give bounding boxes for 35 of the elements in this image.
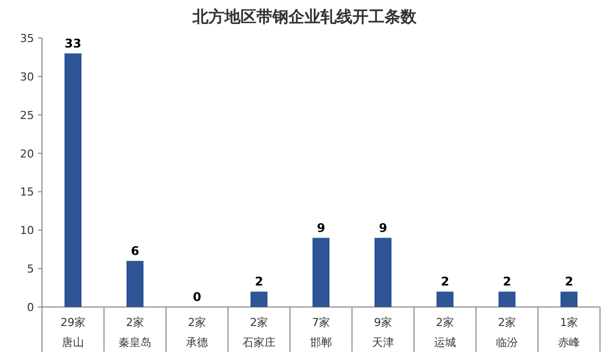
y-tick-label: 35 <box>20 32 34 45</box>
y-tick-label: 10 <box>20 224 34 238</box>
bar <box>560 292 578 307</box>
y-tick-label: 5 <box>27 262 34 276</box>
data-label: 9 <box>378 220 388 235</box>
data-label: 33 <box>64 36 82 50</box>
data-label: 9 <box>316 220 326 235</box>
data-label: 2 <box>440 274 450 289</box>
y-tick-label: 0 <box>27 301 34 314</box>
bar <box>374 238 392 307</box>
bar <box>498 292 516 307</box>
x-tick-label: 2家临汾 <box>496 316 518 349</box>
x-tick-label: 2家石家庄 <box>242 316 276 349</box>
bar <box>64 53 82 307</box>
data-label: 2 <box>564 274 574 289</box>
data-label: 0 <box>192 290 202 304</box>
y-tick-label: 15 <box>20 186 34 199</box>
x-tick-label: 9家天津 <box>372 316 394 349</box>
data-label: 2 <box>254 274 264 289</box>
bar <box>250 292 268 307</box>
y-tick-label: 20 <box>20 147 34 160</box>
data-label: 6 <box>130 244 140 258</box>
bar <box>312 238 330 307</box>
bar <box>436 292 454 307</box>
x-tick-label: 2家承德 <box>186 316 208 349</box>
bar <box>126 260 144 307</box>
x-tick-label: 1家赤峰 <box>558 316 580 349</box>
x-tick-label: 29家唐山 <box>60 316 86 349</box>
y-tick-label: 25 <box>20 108 34 122</box>
x-tick-label: 7家邯郸 <box>310 316 332 349</box>
x-tick-label: 2家运城 <box>434 316 456 349</box>
y-tick-label: 30 <box>20 70 34 84</box>
data-label: 2 <box>502 274 512 289</box>
chart-title: 北方地区带钢企业轧线开工条数 <box>192 7 418 26</box>
x-tick-label: 2家秦皇岛 <box>118 316 152 349</box>
